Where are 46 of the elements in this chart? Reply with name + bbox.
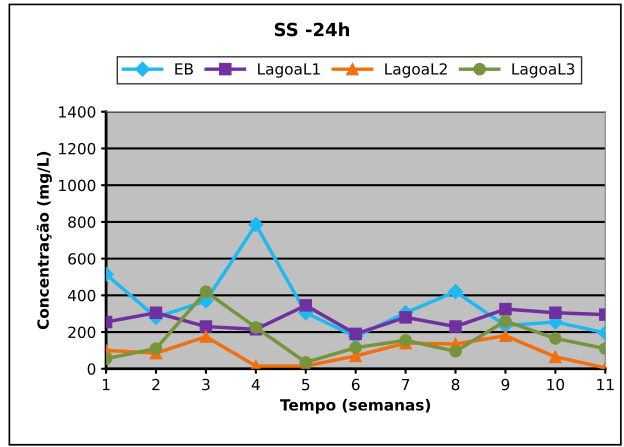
y-tick-label: 1400 (59, 106, 96, 118)
point (300, 299, 312, 312)
legend-label: EB (175, 63, 193, 75)
y-tick-label: 1200 (59, 142, 96, 154)
point (248, 217, 264, 232)
y-tick-label: 200 (68, 326, 96, 338)
point (349, 328, 362, 340)
y-axis-title: Concentração (mg/L) (36, 152, 52, 330)
y-tick-label: 800 (68, 216, 96, 228)
x-tick-label: 9 (502, 378, 510, 390)
point (200, 320, 212, 333)
y-tick-label: 600 (68, 253, 96, 265)
point (150, 306, 162, 320)
chart-title: SS -24h (274, 22, 350, 36)
x-tick-label: 11 (597, 378, 614, 390)
x-tick-label: 3 (202, 378, 210, 390)
x-tick-label: 8 (452, 378, 460, 390)
y-tick-label: 0 (88, 363, 96, 375)
point (499, 302, 512, 316)
x-tick-label: 10 (547, 378, 564, 390)
y-tick-label: 400 (68, 290, 96, 302)
point (150, 342, 162, 355)
legend-label: LagoaL1 (258, 63, 320, 78)
point (448, 284, 464, 300)
point (200, 330, 212, 343)
point (549, 306, 562, 320)
point (399, 311, 412, 324)
point (200, 285, 212, 298)
x-tick-label: 7 (402, 378, 410, 390)
x-tick-label: 4 (252, 378, 260, 390)
point (449, 345, 462, 358)
point (499, 329, 512, 342)
x-tick-label: 2 (152, 378, 160, 390)
point (499, 314, 512, 328)
legend-label: LagoaL2 (385, 63, 447, 78)
x-tick-label: 5 (302, 378, 310, 390)
point (449, 320, 462, 333)
y-tick-label: 1000 (59, 180, 96, 192)
legend-label: LagoaL3 (512, 63, 574, 78)
point (349, 341, 362, 354)
x-tick-label: 6 (352, 378, 360, 390)
point (549, 350, 562, 364)
x-tick-label: 1 (102, 378, 110, 390)
point (399, 334, 412, 347)
x-axis-title: Tempo (semanas) (280, 398, 430, 414)
point (549, 332, 562, 345)
